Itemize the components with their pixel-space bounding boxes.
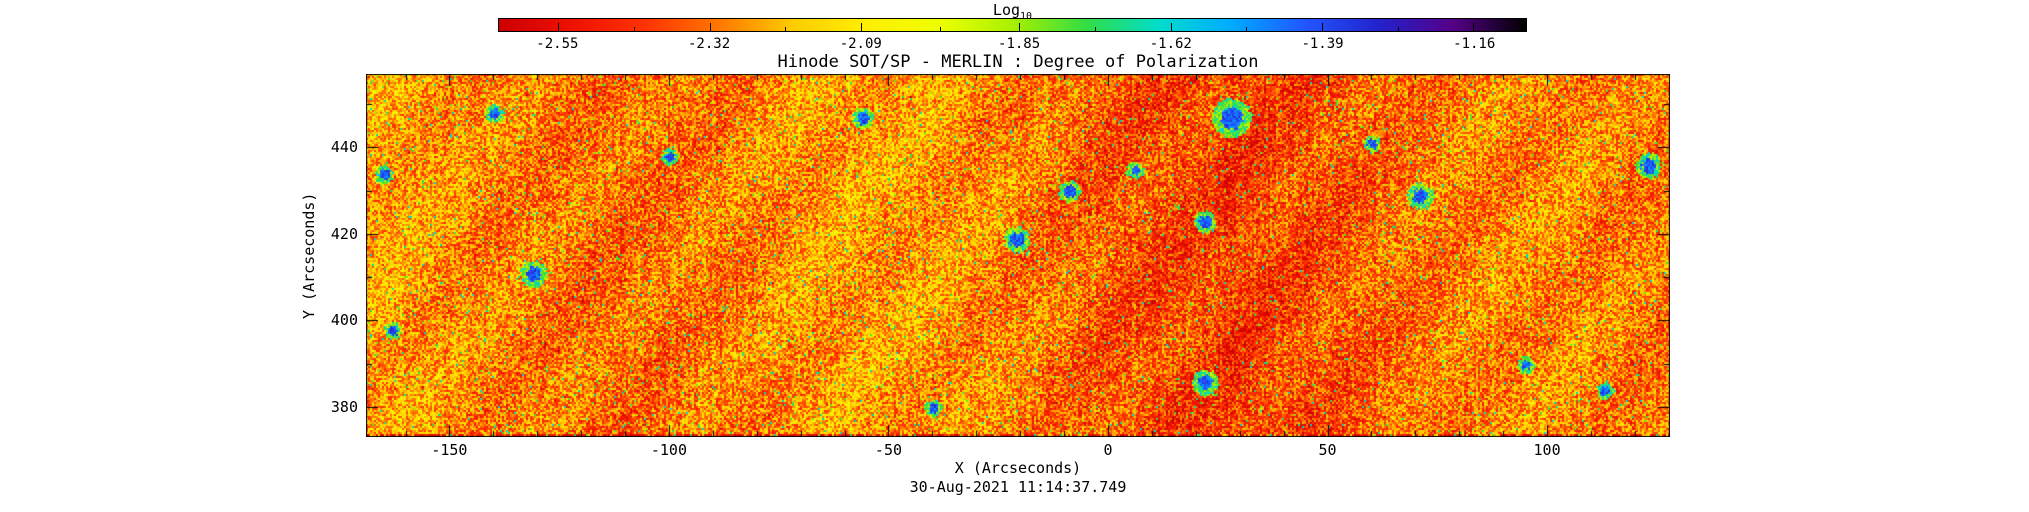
colorbar-tick-mark [785,27,787,31]
colorbar [498,18,1527,32]
x-axis-label: X (Arcseconds) [954,459,1082,477]
observation-timestamp: 30-Aug-2021 11:14:37.749 [909,478,1127,496]
colorbar-title: Log10 [498,1,1527,22]
colorbar-tick-label: -1.62 [1149,36,1192,52]
colorbar-title-text: Log [992,1,1021,19]
colorbar-tick-labels: -2.55 -2.32 -2.09 -1.85 -1.62 -1.39 -1.16 [498,36,1527,52]
colorbar-tick-mark [1246,27,1248,31]
colorbar-tick-mark [1321,23,1323,31]
colorbar-tick-label: -2.55 [536,36,579,52]
colorbar-tick-mark [709,23,711,31]
x-axis-tick-labels: -150 -100 -50 0 50 100 [366,441,1670,459]
colorbar-tick-mark [1019,23,1021,31]
colorbar-tick-mark [1094,27,1096,31]
x-tick-label: 100 [1533,441,1561,459]
y-tick-label: 420 [330,224,358,243]
colorbar-title-subscript: 10 [1020,11,1033,22]
colorbar-tick-label: -1.16 [1453,36,1496,52]
x-tick-label: -100 [650,441,687,459]
x-tick-label: -150 [431,441,468,459]
colorbar-tick-mark [861,23,863,31]
polarization-heatmap [366,74,1670,437]
colorbar-tick-label: -2.09 [839,36,882,52]
x-tick-label: 50 [1318,441,1337,459]
colorbar-tick-mark [1170,23,1172,31]
chart-title: Hinode SOT/SP - MERLIN : Degree of Polar… [777,52,1259,72]
colorbar-tick-mark [940,27,942,31]
colorbar-tick-mark [633,27,635,31]
y-tick-label: 440 [330,138,358,157]
y-tick-label: 380 [330,397,358,416]
colorbar-tick-mark [1473,23,1475,31]
y-tick-label: 400 [330,311,358,330]
colorbar-tick-label: -2.32 [687,36,731,52]
x-tick-label: 0 [1103,441,1113,459]
y-axis-label: Y (Arcseconds) [300,192,318,319]
colorbar-tick-label: -1.39 [1301,36,1344,52]
x-tick-label: -50 [874,441,903,459]
colorbar-tick-mark [1397,27,1399,31]
colorbar-tick-mark [558,23,560,31]
colorbar-tick-label: -1.85 [998,36,1041,52]
y-axis-tick-labels: 380 400 420 440 [318,74,358,437]
